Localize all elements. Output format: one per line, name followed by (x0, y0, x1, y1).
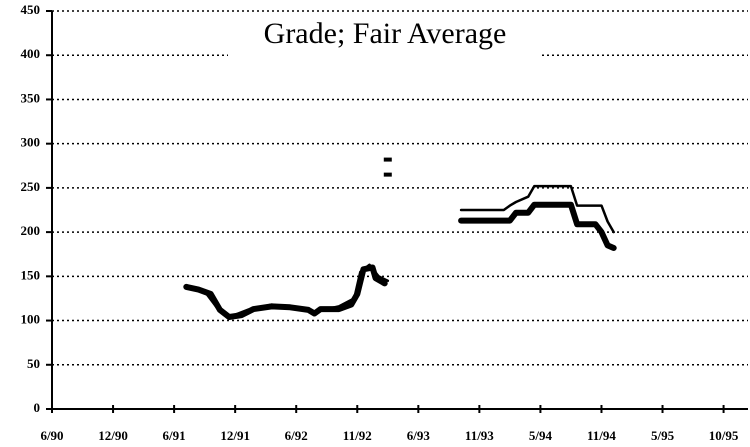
y-tick-label: 300 (21, 135, 41, 150)
grid: 0 50 100 150 200 250 300 350 400 450 6/90 12/90 6/91… (21, 2, 748, 443)
x-tick-label: 12/91 (220, 428, 250, 443)
x-tick-label: 6/92 (285, 428, 308, 443)
title-box (228, 16, 542, 56)
plot (183, 157, 617, 320)
y-tick-label: 150 (21, 267, 41, 282)
chart-title: Grade; Fair Average (264, 17, 507, 50)
x-tick-label: 5/94 (529, 428, 553, 443)
x-tick-label: 12/90 (98, 428, 128, 443)
marker (383, 157, 392, 162)
series-line (185, 184, 615, 319)
y-tick-label: 0 (34, 400, 41, 415)
x-tick-label: 11/92 (343, 428, 372, 443)
x-tick-label: 11/94 (587, 428, 616, 443)
y-tick-label: 350 (21, 90, 41, 105)
x-tick-label: 10/95 (709, 428, 739, 443)
x-tick-label: 6/93 (407, 428, 431, 443)
y-tick-label: 50 (27, 356, 40, 371)
y-tick-label: 100 (21, 312, 41, 327)
y-tick-label: 200 (21, 223, 41, 238)
x-tick-label: 5/95 (651, 428, 675, 443)
y-tick-label: 250 (21, 179, 41, 194)
x-tick-label: 11/93 (465, 428, 494, 443)
x-tick-label: 6/91 (163, 428, 186, 443)
y-tick-label: 450 (21, 2, 41, 17)
marker (383, 172, 392, 177)
x-tick-label: 6/90 (40, 428, 63, 443)
y-tick-label: 400 (21, 46, 41, 61)
